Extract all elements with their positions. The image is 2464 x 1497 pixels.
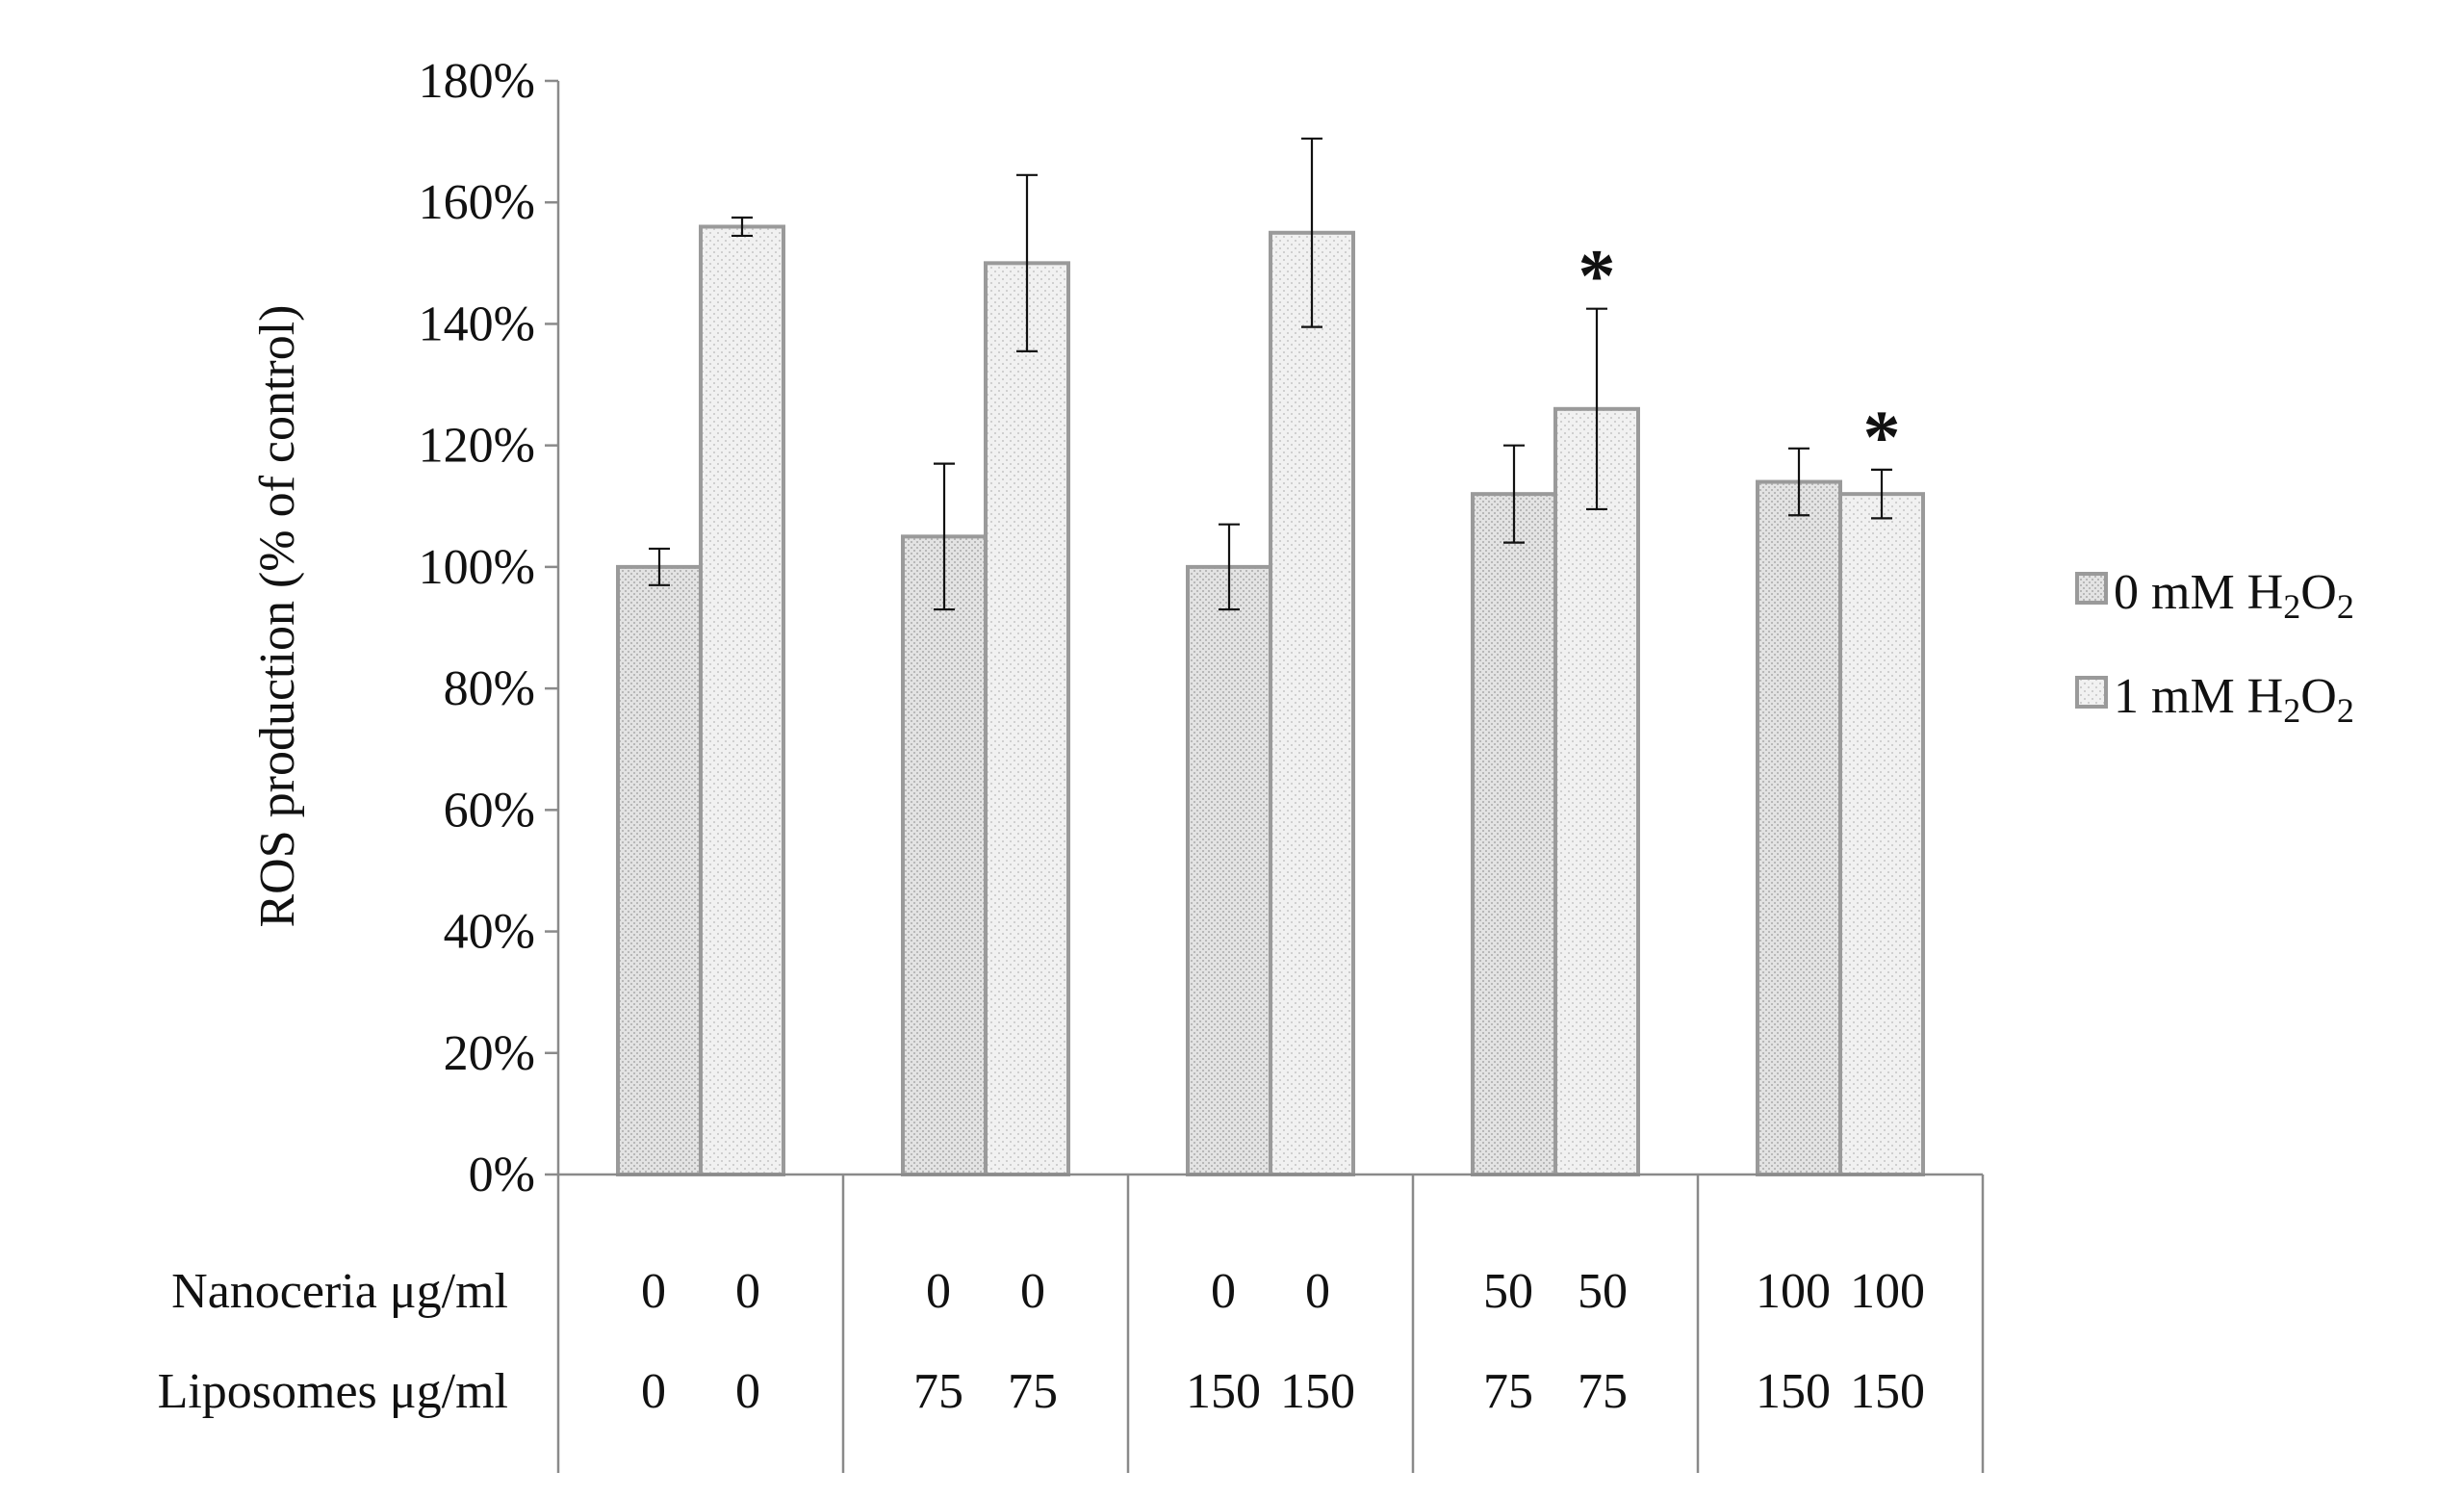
table-cell: 100 [1756,1264,1831,1319]
table-cell: 100 [1850,1264,1925,1319]
bar-series0-group0 [616,564,703,1176]
table-cell: 0 [641,1264,666,1319]
y-tick-label: 180% [419,54,535,109]
y-tick-label: 0% [469,1148,535,1202]
y-tick-label: 160% [419,175,535,230]
error-bars [649,137,1892,611]
bar-series1-group0 [699,224,785,1176]
y-tick-label: 20% [444,1026,535,1081]
bars [616,224,1925,1177]
table-cell: 150 [1850,1364,1925,1419]
legend-label: 1 mM H2O2 [2114,669,2354,730]
table-cell: 75 [1483,1364,1533,1419]
bar-series1-group2 [1269,230,1355,1176]
legend-swatch [2075,676,2108,709]
table-cell: 0 [735,1364,760,1419]
condition-table: Nanoceria μg/ml 0 0 0 0 0 0 50 50 100 100 Liposomes… [158,1264,1925,1419]
table-cell: 0 [641,1364,666,1419]
y-tick-label: 100% [419,540,535,595]
y-tick-label: 140% [419,297,535,351]
bar-series0-group4 [1756,479,1842,1176]
legend-label: 0 mM H2O2 [2114,565,2354,626]
table-cell: 0 [1211,1264,1236,1319]
table-row-label: Nanoceria μg/ml [171,1264,508,1319]
table-cell: 0 [926,1264,951,1319]
x-axis [556,1173,1985,1473]
legend: 0 mM H2O2 1 mM H2O2 [2075,565,2354,730]
table-cell: 50 [1578,1264,1628,1319]
table-cell: 0 [735,1264,760,1319]
y-axis-label: ROS production (% of control) [250,304,305,927]
bar-series1-group4 [1838,492,1925,1176]
table-cell: 150 [1756,1364,1831,1419]
bar-series0-group1 [901,534,988,1176]
y-tick-label: 80% [444,661,535,716]
bar-series0-group2 [1186,564,1272,1176]
y-tick-label: 60% [444,783,535,838]
bar-series1-group3 [1553,406,1640,1176]
significance-markers: ** [1578,234,1901,478]
y-tick-label: 40% [444,905,535,960]
table-cell: 150 [1280,1364,1355,1419]
bar-series0-group3 [1471,492,1557,1176]
table-cell: 75 [913,1364,963,1419]
y-axis: 0% 20% 40% 60% 80% 100% 120% 140% 160% 180% [419,54,560,1202]
table-cell: 150 [1186,1364,1261,1419]
table-cell: 50 [1483,1264,1533,1319]
legend-swatch [2075,572,2108,605]
table-cell: 0 [1020,1264,1045,1319]
table-cell: 0 [1305,1264,1330,1319]
significance-asterisk: * [1578,234,1616,318]
bar-series1-group1 [984,261,1070,1177]
y-tick-label: 120% [419,419,535,474]
table-row-label: Liposomes μg/ml [158,1364,508,1419]
table-cell: 75 [1578,1364,1628,1419]
significance-asterisk: * [1863,395,1901,478]
table-cell: 75 [1008,1364,1058,1419]
